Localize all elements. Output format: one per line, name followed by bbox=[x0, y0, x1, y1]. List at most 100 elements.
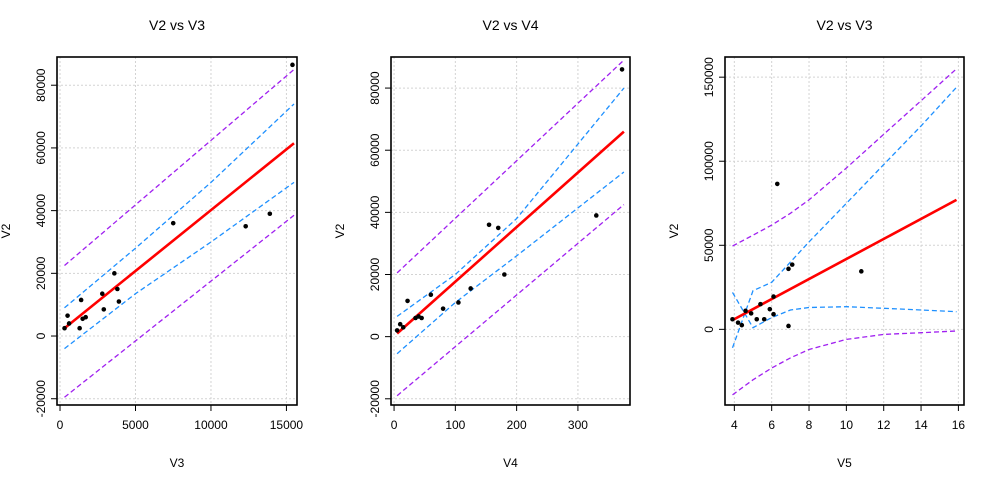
data-point bbox=[468, 286, 473, 291]
plot-area bbox=[394, 59, 625, 397]
confidence-band-upper bbox=[731, 86, 957, 349]
x-tick-label: 8 bbox=[806, 418, 813, 432]
y-tick-label: 150000 bbox=[702, 57, 716, 97]
data-point bbox=[101, 307, 107, 312]
data-point bbox=[116, 299, 122, 304]
x-axis-label: V3 bbox=[170, 456, 185, 470]
chart-panel-2: 0 100 200 300 -20000 0 20000 40000 60000 80000 V2 … bbox=[333, 17, 631, 470]
data-point bbox=[112, 271, 117, 276]
data-point bbox=[115, 286, 120, 292]
data-point bbox=[786, 266, 791, 272]
y-tick-label: 50000 bbox=[702, 228, 716, 262]
y-tick-label: 60000 bbox=[368, 133, 382, 167]
fit-line bbox=[731, 198, 958, 322]
data-point bbox=[267, 211, 273, 217]
chart-title: V2 vs V3 bbox=[816, 17, 872, 33]
data-point bbox=[771, 311, 776, 317]
x-tick-label: 10000 bbox=[194, 418, 228, 432]
y-tick-label: -20000 bbox=[368, 380, 382, 418]
x-tick-label: 14 bbox=[914, 418, 928, 432]
data-point bbox=[99, 291, 105, 297]
data-point bbox=[495, 225, 501, 231]
y-tick-label: 80000 bbox=[34, 68, 48, 102]
x-tick-label: 4 bbox=[731, 418, 738, 432]
data-point bbox=[456, 300, 461, 305]
data-point bbox=[440, 306, 446, 311]
y-tick-label: 100000 bbox=[702, 141, 716, 181]
data-point bbox=[419, 315, 424, 321]
data-point bbox=[394, 328, 400, 333]
data-point bbox=[502, 272, 507, 277]
confidence-band-lower bbox=[731, 292, 957, 329]
data-point bbox=[619, 67, 625, 72]
data-point bbox=[400, 325, 406, 330]
chart-panel-1: 0 5000 10000 15000 -20000 0 20000 40000 60000 800… bbox=[0, 17, 303, 470]
y-axis-label: V2 bbox=[333, 223, 347, 238]
plot-area bbox=[730, 68, 958, 396]
data-point bbox=[754, 316, 760, 322]
data-point bbox=[771, 294, 776, 299]
fit-line bbox=[63, 142, 295, 330]
data-point bbox=[65, 313, 70, 318]
y-axis-label: V2 bbox=[0, 223, 13, 238]
confidence-band-upper bbox=[64, 103, 295, 309]
y-tick-label: 20000 bbox=[34, 256, 48, 290]
plot-area bbox=[62, 62, 295, 398]
x-tick-label: 12 bbox=[877, 418, 891, 432]
prediction-band-lower bbox=[732, 330, 957, 396]
data-point bbox=[78, 297, 84, 303]
chart-title: V2 vs V4 bbox=[482, 17, 538, 33]
y-axis-label: V2 bbox=[667, 223, 681, 238]
x-tick-label: 0 bbox=[57, 418, 64, 432]
data-point bbox=[730, 316, 735, 322]
data-point bbox=[739, 322, 745, 328]
data-point bbox=[66, 321, 72, 326]
prediction-band-upper bbox=[396, 59, 625, 274]
x-tick-label: 6 bbox=[768, 418, 775, 432]
x-tick-label: 16 bbox=[952, 418, 966, 432]
data-point bbox=[774, 181, 780, 187]
y-tick-label: 40000 bbox=[34, 194, 48, 228]
data-point bbox=[767, 306, 773, 312]
x-tick-label: 10 bbox=[840, 418, 854, 432]
data-point bbox=[789, 262, 795, 267]
y-tick-label: 0 bbox=[368, 333, 382, 340]
data-point bbox=[83, 314, 88, 320]
y-tick-label: -20000 bbox=[34, 380, 48, 418]
x-tick-label: 15000 bbox=[270, 418, 304, 432]
prediction-band-upper bbox=[64, 69, 295, 266]
confidence-band-lower bbox=[396, 171, 625, 355]
y-tick-label: 0 bbox=[34, 332, 48, 339]
x-tick-label: 200 bbox=[507, 418, 527, 432]
y-tick-label: 0 bbox=[702, 326, 716, 333]
prediction-band-upper bbox=[732, 68, 957, 247]
data-point bbox=[735, 320, 741, 325]
prediction-band-lower bbox=[396, 204, 625, 397]
data-point bbox=[77, 325, 82, 331]
data-point bbox=[593, 213, 599, 218]
data-point bbox=[243, 223, 248, 229]
data-point bbox=[290, 62, 295, 68]
x-axis-label: V5 bbox=[837, 456, 852, 470]
y-tick-label: 20000 bbox=[368, 257, 382, 291]
data-point bbox=[786, 323, 791, 329]
confidence-band-upper bbox=[396, 87, 625, 317]
fit-line bbox=[396, 130, 625, 335]
y-tick-label: 80000 bbox=[368, 71, 382, 105]
data-point bbox=[761, 316, 767, 322]
chart-title: V2 vs V3 bbox=[149, 17, 205, 33]
data-point bbox=[62, 325, 67, 331]
confidence-band-lower bbox=[64, 181, 295, 350]
x-tick-label: 0 bbox=[391, 418, 398, 432]
plot-frame bbox=[724, 56, 965, 406]
data-point bbox=[405, 298, 410, 304]
data-point bbox=[397, 321, 403, 327]
y-tick-label: 40000 bbox=[368, 195, 382, 229]
data-point bbox=[758, 301, 763, 307]
prediction-band-lower bbox=[64, 214, 295, 398]
data-point bbox=[428, 292, 434, 297]
x-axis-label: V4 bbox=[503, 456, 518, 470]
data-point bbox=[748, 311, 754, 316]
plot-frame bbox=[390, 56, 631, 406]
